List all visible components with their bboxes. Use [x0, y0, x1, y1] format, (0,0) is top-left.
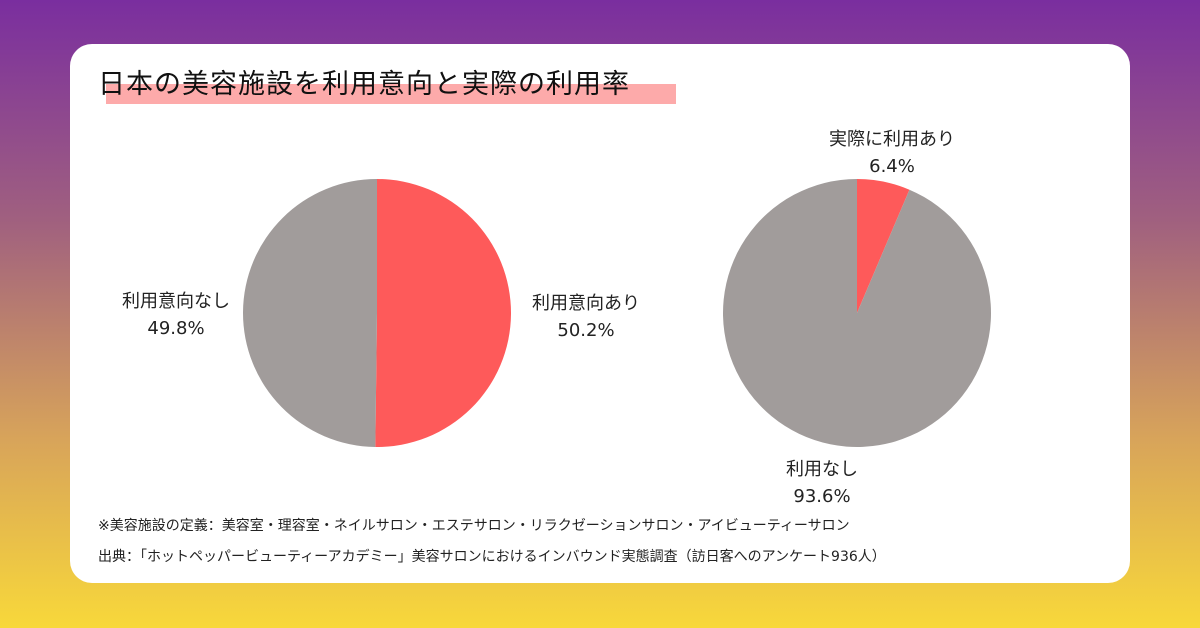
label-actual-yes: 実際に利用あり 6.4%	[829, 126, 955, 180]
pie-slice-1	[723, 179, 992, 447]
label-value: 6.4%	[869, 156, 915, 177]
pie-slice-0	[375, 179, 512, 448]
pie-slice-0	[857, 179, 910, 313]
label-actual-no: 利用なし 93.6%	[786, 456, 858, 510]
pie-intent	[243, 179, 512, 448]
pie-slice-1	[243, 179, 377, 447]
label-value: 93.6%	[793, 486, 851, 507]
chart-title: 日本の美容施設を利用意向と実際の利用率	[98, 69, 630, 100]
label-text: 実際に利用あり	[829, 129, 955, 150]
label-text: 利用意向あり	[532, 293, 640, 314]
pie-actual	[723, 179, 992, 447]
title-highlight	[106, 84, 676, 104]
label-intent-yes: 利用意向あり 50.2%	[532, 290, 640, 344]
label-intent-no: 利用意向なし 49.8%	[122, 288, 230, 342]
source-note: 出典：「ホットペッパービューティーアカデミー」美容サロンにおけるインバウンド実態…	[98, 549, 886, 565]
label-value: 50.2%	[557, 320, 615, 341]
label-text: 利用意向なし	[122, 291, 230, 312]
label-value: 49.8%	[147, 318, 205, 339]
label-text: 利用なし	[786, 459, 858, 480]
definition-note: ※美容施設の定義：美容室・理容室・ネイルサロン・エステサロン・リラクゼーションサ…	[98, 518, 850, 534]
